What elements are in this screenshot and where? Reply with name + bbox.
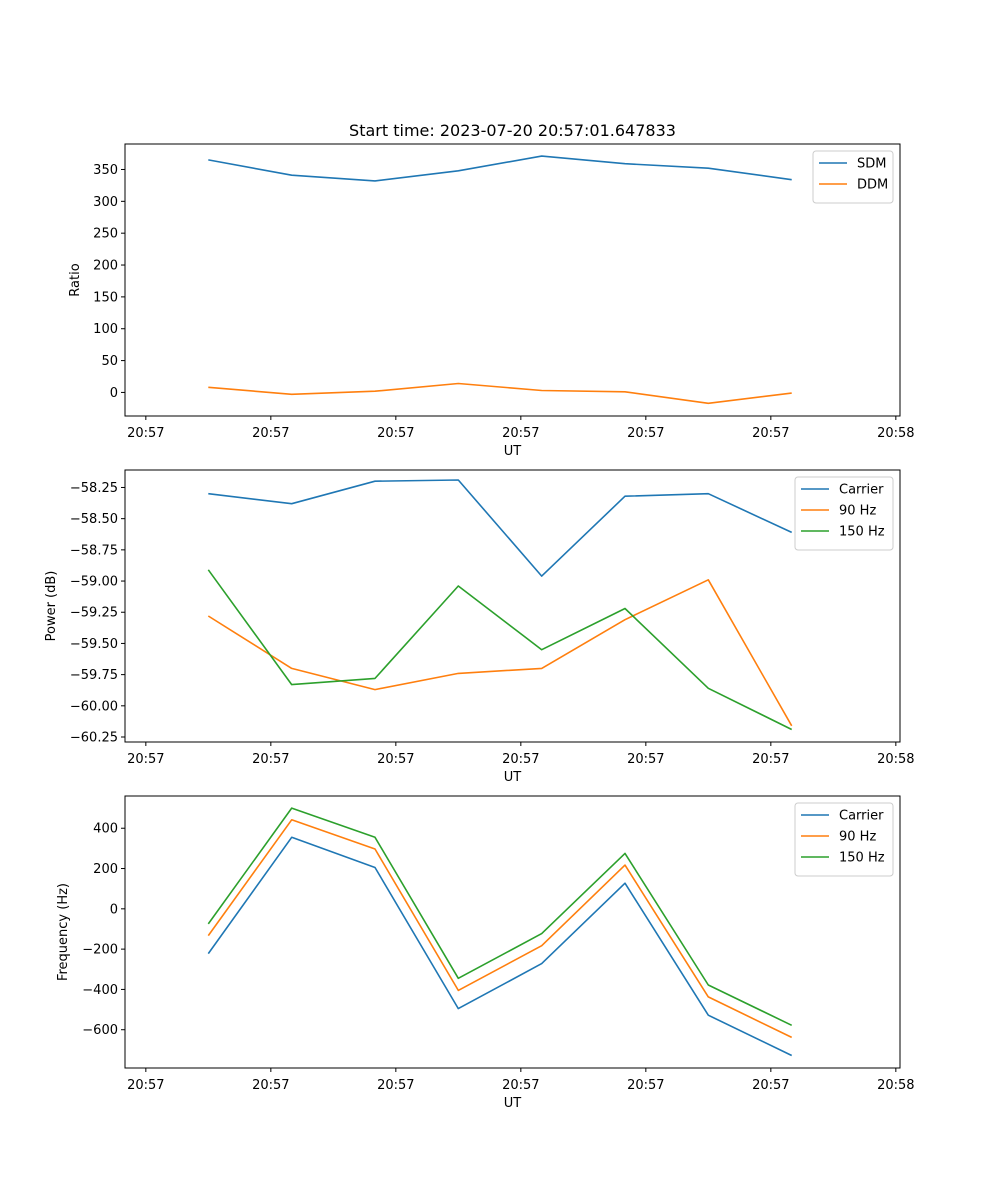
x-tick-label: 20:57 [502,1078,539,1093]
plot-frame-2 [124,469,901,743]
y-tick-label: 50 [101,354,118,369]
y-tick-label: −200 [82,943,118,958]
y-tick-label: 0 [110,386,118,401]
legend: Carrier 90 Hz 150 Hz [794,476,894,551]
y-axis-label: Ratio [68,263,83,296]
x-axis-label: UT [504,1096,522,1111]
y-tick-label: −58.75 [70,543,118,558]
y-tick-label: −59.00 [70,575,118,590]
series-line-carrier [207,836,793,1057]
x-tick-label: 20:57 [752,1078,789,1093]
y-tick-label: −59.50 [70,637,118,652]
y-tick-label: 400 [93,822,118,837]
x-tick-label: 20:57 [502,426,539,441]
chart-panel-2: −60.25 −60.00 −59.75 −59.50 −59.25 −59.00 −58.… [44,469,915,785]
x-tick-label: 20:58 [877,1078,914,1093]
x-tick-label: 20:58 [877,426,914,441]
x-tick-label: 20:57 [377,426,414,441]
legend-label: Carrier [839,809,884,824]
plot-frame-3 [124,795,901,1069]
legend-label: SDM [857,157,886,172]
y-tick-label: −58.50 [70,512,118,527]
legend: SDM DDM [812,150,894,204]
y-tick-label: −600 [82,1023,118,1038]
x-tick-label: 20:58 [877,752,914,767]
legend: Carrier 90 Hz 150 Hz [794,802,894,877]
legend-label: 90 Hz [839,504,876,519]
series-line-ddm [208,382,792,405]
legend-label: DDM [857,178,888,193]
legend-box [812,150,894,204]
figure-title: Start time: 2023-07-20 20:57:01.647833 [349,121,676,140]
x-tick-label: 20:57 [127,1078,164,1093]
x-tick-label: 20:57 [377,1078,414,1093]
series-line-150-hz [207,807,793,1027]
y-tick-label: −60.00 [70,699,118,714]
y-tick-label: −59.25 [70,606,118,621]
y-tick-label: 100 [93,322,118,337]
y-tick-label: 350 [93,163,118,178]
series-line-sdm [208,155,792,182]
x-axis-label: UT [504,770,522,785]
series-line-90-hz [207,818,793,1039]
y-axis-label: Power (dB) [44,571,59,642]
y-axis-label: Frequency (Hz) [56,883,71,981]
x-tick-label: 20:57 [627,752,664,767]
y-tick-label: 200 [93,862,118,877]
x-tick-label: 20:57 [252,752,289,767]
x-tick-label: 20:57 [377,752,414,767]
y-tick-label: 150 [93,290,118,305]
legend-label: 150 Hz [839,851,885,866]
y-tick-label: −60.25 [70,731,118,746]
x-axis-label: UT [504,444,522,459]
x-tick-label: 20:57 [127,752,164,767]
y-tick-label: −400 [82,983,118,998]
x-tick-label: 20:57 [752,752,789,767]
legend-label: 90 Hz [839,830,876,845]
chart-panel-3: −600 −400 −200 0 200 400 20:57 20:57 20:57 20:57 2… [56,795,915,1111]
y-tick-label: 300 [93,195,118,210]
y-tick-label: 250 [93,227,118,242]
series-line-90-hz [207,578,793,727]
x-tick-label: 20:57 [752,426,789,441]
series-line-carrier [208,479,793,577]
series-line-150-hz [207,569,793,731]
y-tick-label: −59.75 [70,668,118,683]
plot-frame-1 [124,143,901,417]
x-tick-label: 20:57 [502,752,539,767]
x-tick-label: 20:57 [252,426,289,441]
x-tick-label: 20:57 [627,426,664,441]
legend-label: 150 Hz [839,525,885,540]
x-tick-label: 20:57 [127,426,164,441]
x-tick-label: 20:57 [252,1078,289,1093]
y-tick-label: 0 [110,902,118,917]
legend-label: Carrier [839,483,884,498]
chart-panel-1: 0 50 100 150 200 250 300 350 20:57 20:57 20:57 20:5… [68,143,915,459]
x-tick-label: 20:57 [627,1078,664,1093]
y-tick-label: −58.25 [70,481,118,496]
y-tick-label: 200 [93,259,118,274]
